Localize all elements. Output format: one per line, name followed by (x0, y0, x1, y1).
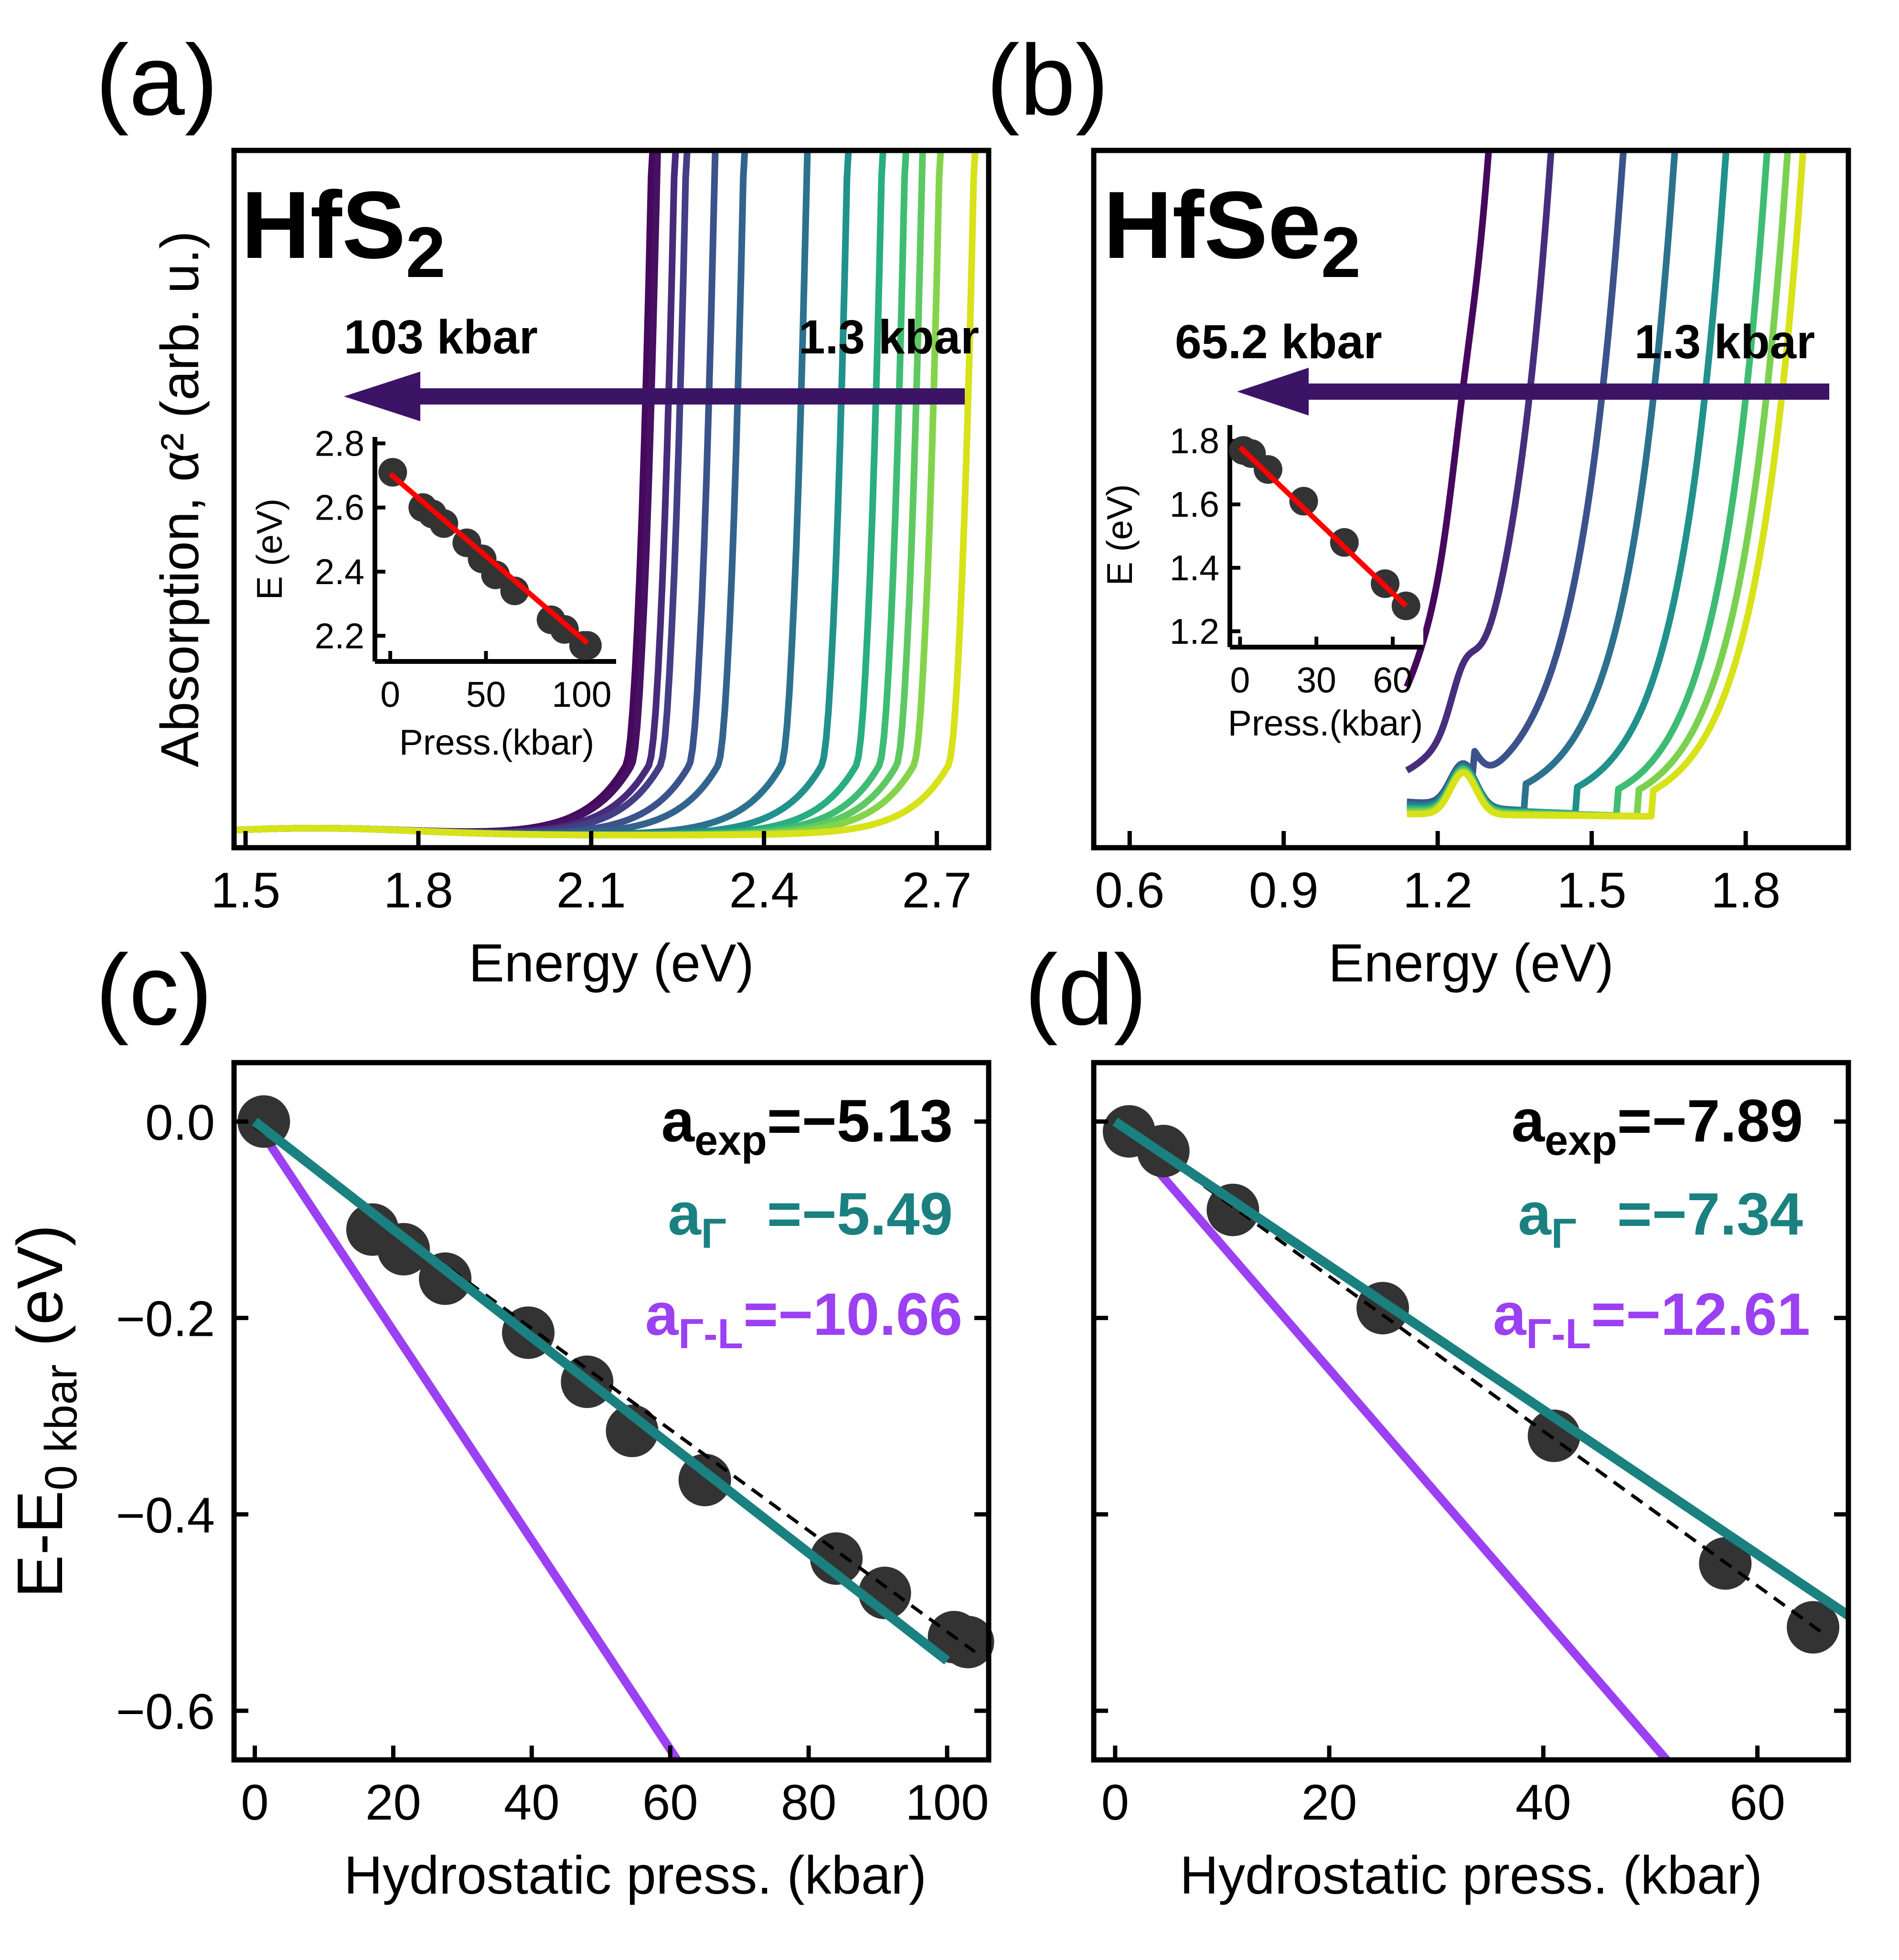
panel-a-inset-background (375, 437, 616, 661)
inset-y-tick-label: 2.4 (315, 552, 364, 592)
panel-c-label: (c) (96, 934, 213, 1046)
inset-y-tick-label: 2.6 (315, 488, 364, 528)
panel-d-annotations: aexp=−7.89 aΓ =−7.34 aΓ-L=−12.61 (1493, 1088, 1810, 1357)
inset-x-tick-label: 50 (466, 674, 506, 714)
panel-a-inset-ylabel: E (eV) (249, 499, 289, 600)
panel-b-arrow-to-label: 65.2 kbar (1175, 315, 1382, 369)
inset-x-tick-label: 0 (1230, 660, 1250, 700)
x-tick-label: 0.6 (1095, 863, 1164, 918)
x-tick-label: 100 (905, 1775, 989, 1831)
panel-a-ylabel: Absorption, α² (arb. u.) (150, 231, 210, 767)
inset-y-tick-label: 1.2 (1170, 611, 1219, 651)
inset-y-tick-label: 2.8 (315, 423, 364, 463)
panel-d-xlabel: Hydrostatic press. (kbar) (1180, 1845, 1762, 1905)
x-tick-label: 2.1 (556, 863, 626, 918)
x-tick-label: 0 (241, 1775, 268, 1831)
inset-x-tick-label: 0 (380, 674, 400, 714)
x-tick-label: 1.2 (1403, 863, 1472, 918)
x-tick-label: 60 (1729, 1775, 1785, 1831)
panel-b-xlabel: Energy (eV) (1328, 933, 1614, 993)
panel-b-arrow-from-label: 1.3 kbar (1634, 315, 1815, 369)
y-tick-label: −0.2 (116, 1291, 215, 1347)
x-tick-label: 0 (1101, 1775, 1129, 1831)
panel-a-label: (a) (96, 24, 218, 136)
inset-x-tick-label: 100 (552, 674, 611, 714)
inset-y-tick-label: 1.6 (1170, 484, 1219, 524)
panel-a-arrow-from-label: 1.3 kbar (799, 310, 979, 364)
x-tick-label: 40 (1515, 1775, 1571, 1831)
panel-c-xlabel: Hydrostatic press. (kbar) (344, 1845, 927, 1905)
x-tick-label: 2.4 (729, 863, 799, 918)
y-tick-label: −0.4 (116, 1488, 215, 1544)
panel-d-label: (d) (1024, 934, 1147, 1046)
x-tick-label: 20 (1302, 1775, 1357, 1831)
inset-data-point (1330, 528, 1359, 557)
inset-y-tick-label: 2.2 (315, 616, 364, 656)
x-tick-label: 40 (504, 1775, 560, 1831)
x-tick-label: 2.7 (902, 863, 971, 918)
x-tick-label: 1.5 (211, 863, 280, 918)
panel-a-inset-xlabel: Press.(kbar) (399, 722, 594, 762)
inset-x-tick-label: 60 (1373, 660, 1412, 700)
x-tick-label: 1.8 (384, 863, 453, 918)
x-tick-label: 60 (642, 1775, 698, 1831)
figure: (a) HfS2 103 kbar 1.3 kbar 0 50 1002.22.42… (0, 0, 1899, 1960)
x-tick-label: 20 (365, 1775, 421, 1831)
panel-c-annotations: aexp=−5.13 aΓ =−5.49 aΓ-L=−10.66 (645, 1088, 962, 1357)
x-tick-label: 80 (781, 1775, 837, 1831)
x-tick-label: 1.8 (1711, 863, 1781, 918)
panel-b-inset-ylabel: E (eV) (1099, 484, 1140, 586)
inset-y-tick-label: 1.4 (1170, 548, 1219, 588)
panel-a-xlabel: Energy (eV) (469, 933, 754, 993)
inset-y-tick-label: 1.8 (1170, 421, 1219, 461)
y-tick-label: 0.0 (145, 1095, 215, 1150)
inset-data-point (1254, 455, 1282, 484)
panel-b-inset-xlabel: Press.(kbar) (1228, 703, 1423, 743)
panel-b-label: (b) (986, 24, 1109, 136)
panel-a-arrow-to-label: 103 kbar (344, 310, 538, 364)
inset-x-tick-label: 30 (1296, 660, 1336, 700)
x-tick-label: 0.9 (1249, 863, 1319, 918)
y-tick-label: −0.6 (116, 1684, 215, 1740)
x-tick-label: 1.5 (1557, 863, 1627, 918)
